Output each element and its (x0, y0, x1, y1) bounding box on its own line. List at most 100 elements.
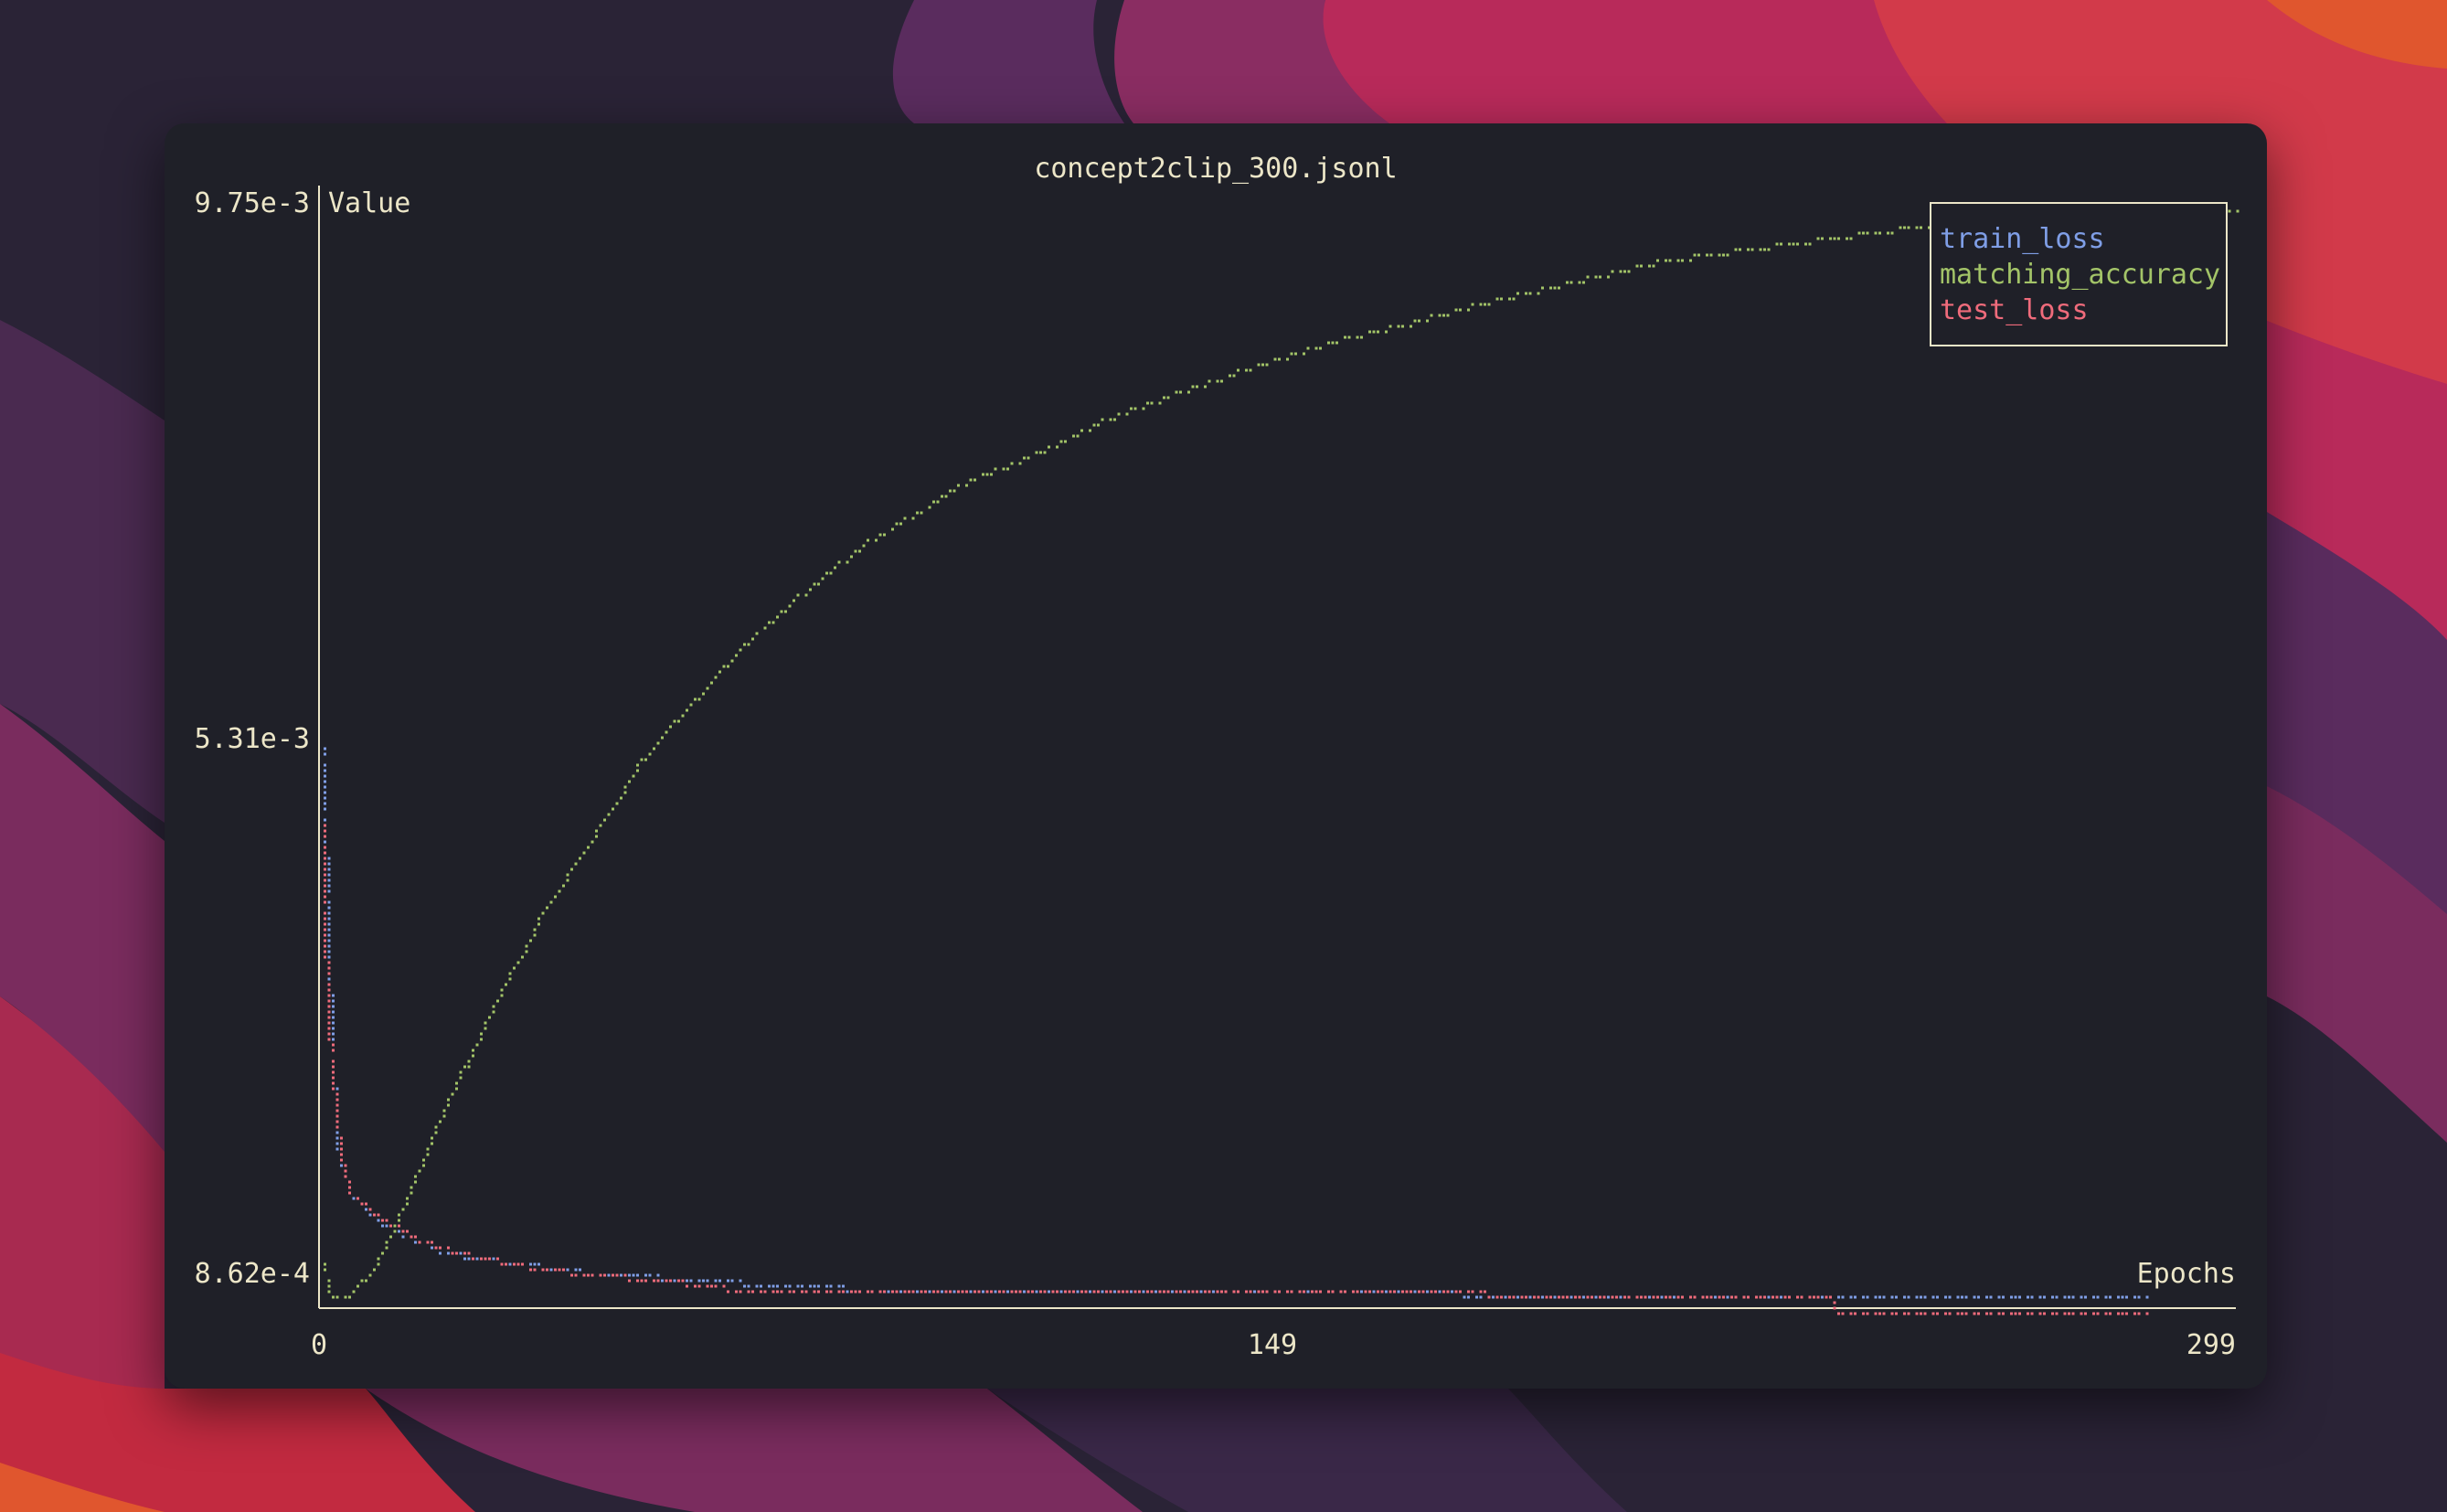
series-point (1405, 1290, 1409, 1294)
series-point (352, 1197, 356, 1200)
series-point (2014, 1295, 2017, 1299)
series-point (1191, 385, 1195, 389)
series-point (1154, 1290, 1157, 1294)
series-point (891, 527, 894, 531)
series-point (368, 1273, 372, 1277)
series-point (1808, 1295, 1812, 1299)
series-point (1080, 1290, 1083, 1294)
series-point (702, 1279, 705, 1283)
series-point (1278, 1290, 1281, 1294)
series-point (2145, 1295, 2149, 1299)
series-point (480, 1257, 483, 1261)
series-point (492, 1005, 495, 1008)
series-point (1018, 462, 1022, 465)
series-point (447, 1246, 450, 1250)
series-point (324, 796, 326, 800)
series-point (398, 1219, 400, 1222)
series-point (760, 1284, 762, 1288)
series-point (1232, 374, 1236, 378)
series-point (1866, 1312, 1869, 1315)
series-point (389, 1224, 392, 1228)
series-point (1693, 1295, 1697, 1299)
series-point (714, 1284, 718, 1288)
series-point (1146, 1290, 1149, 1294)
series-point (2092, 1295, 2095, 1299)
series-point (1956, 1312, 1960, 1315)
series-point (324, 889, 326, 893)
series-point (673, 719, 676, 723)
series-point (1878, 231, 1881, 235)
series-point (628, 780, 631, 783)
series-point (1430, 1290, 1433, 1294)
series-point (340, 1153, 343, 1156)
series-point (1874, 231, 1878, 235)
series-point (434, 1125, 438, 1129)
series-point (1586, 275, 1590, 279)
series-point (2055, 1312, 2059, 1315)
series-point (1286, 357, 1289, 361)
series-point (324, 900, 326, 904)
series-point (686, 1279, 688, 1283)
series-point (324, 857, 326, 860)
series-point (1023, 456, 1026, 460)
series-point (1730, 1295, 1733, 1299)
series-point (1854, 1295, 1857, 1299)
series-point (809, 1284, 812, 1288)
series-point (1294, 352, 1297, 356)
series-point (554, 1268, 557, 1272)
series-point (730, 1279, 734, 1283)
series-point (656, 741, 660, 745)
series-point (1566, 1295, 1569, 1299)
series-point (1569, 1295, 1573, 1299)
series-point (829, 1290, 833, 1294)
series-point (1072, 434, 1075, 438)
series-point (327, 933, 331, 937)
series-point (1553, 1295, 1557, 1299)
series-point (837, 560, 841, 564)
series-point (332, 1010, 335, 1014)
series-point (714, 1279, 718, 1283)
series-point (327, 1279, 331, 1283)
series-point (1484, 1290, 1486, 1294)
series-point (1249, 1290, 1252, 1294)
series-point (727, 1279, 729, 1283)
series-point (385, 1219, 388, 1222)
chart-title: concept2clip_300.jsonl (1034, 153, 1397, 185)
series-point (1245, 1290, 1248, 1294)
series-point (1882, 1295, 1886, 1299)
series-point (632, 1273, 635, 1277)
series-point (1113, 1290, 1116, 1294)
series-point (327, 1016, 331, 1019)
series-point (348, 1180, 351, 1184)
series-point (1401, 1290, 1404, 1294)
series-point (944, 1290, 948, 1294)
series-point (858, 549, 861, 553)
series-point (858, 1290, 861, 1294)
series-point (463, 1251, 466, 1255)
series-point (1780, 242, 1782, 246)
series-point (994, 1290, 997, 1294)
series-point (883, 1290, 886, 1294)
series-point (406, 1230, 409, 1233)
series-point (1599, 1295, 1601, 1299)
series-point (340, 1136, 343, 1140)
series-point (365, 1279, 367, 1283)
series-point (1582, 1295, 1585, 1299)
series-point (702, 692, 705, 696)
series-point (352, 1290, 356, 1294)
series-point (537, 1262, 540, 1266)
series-point (1265, 1290, 1269, 1294)
series-point (801, 1290, 803, 1294)
series-point (587, 846, 590, 849)
series-point (426, 1153, 430, 1156)
series-point (327, 961, 331, 964)
series-point (1027, 1290, 1030, 1294)
series-point (385, 1240, 388, 1244)
series-point (2051, 1312, 2054, 1315)
series-point (389, 1235, 392, 1239)
series-point (2043, 1312, 2046, 1315)
series-point (1397, 1290, 1400, 1294)
series-point (324, 1262, 326, 1266)
series-point (1528, 1295, 1532, 1299)
series-point (451, 1251, 454, 1255)
